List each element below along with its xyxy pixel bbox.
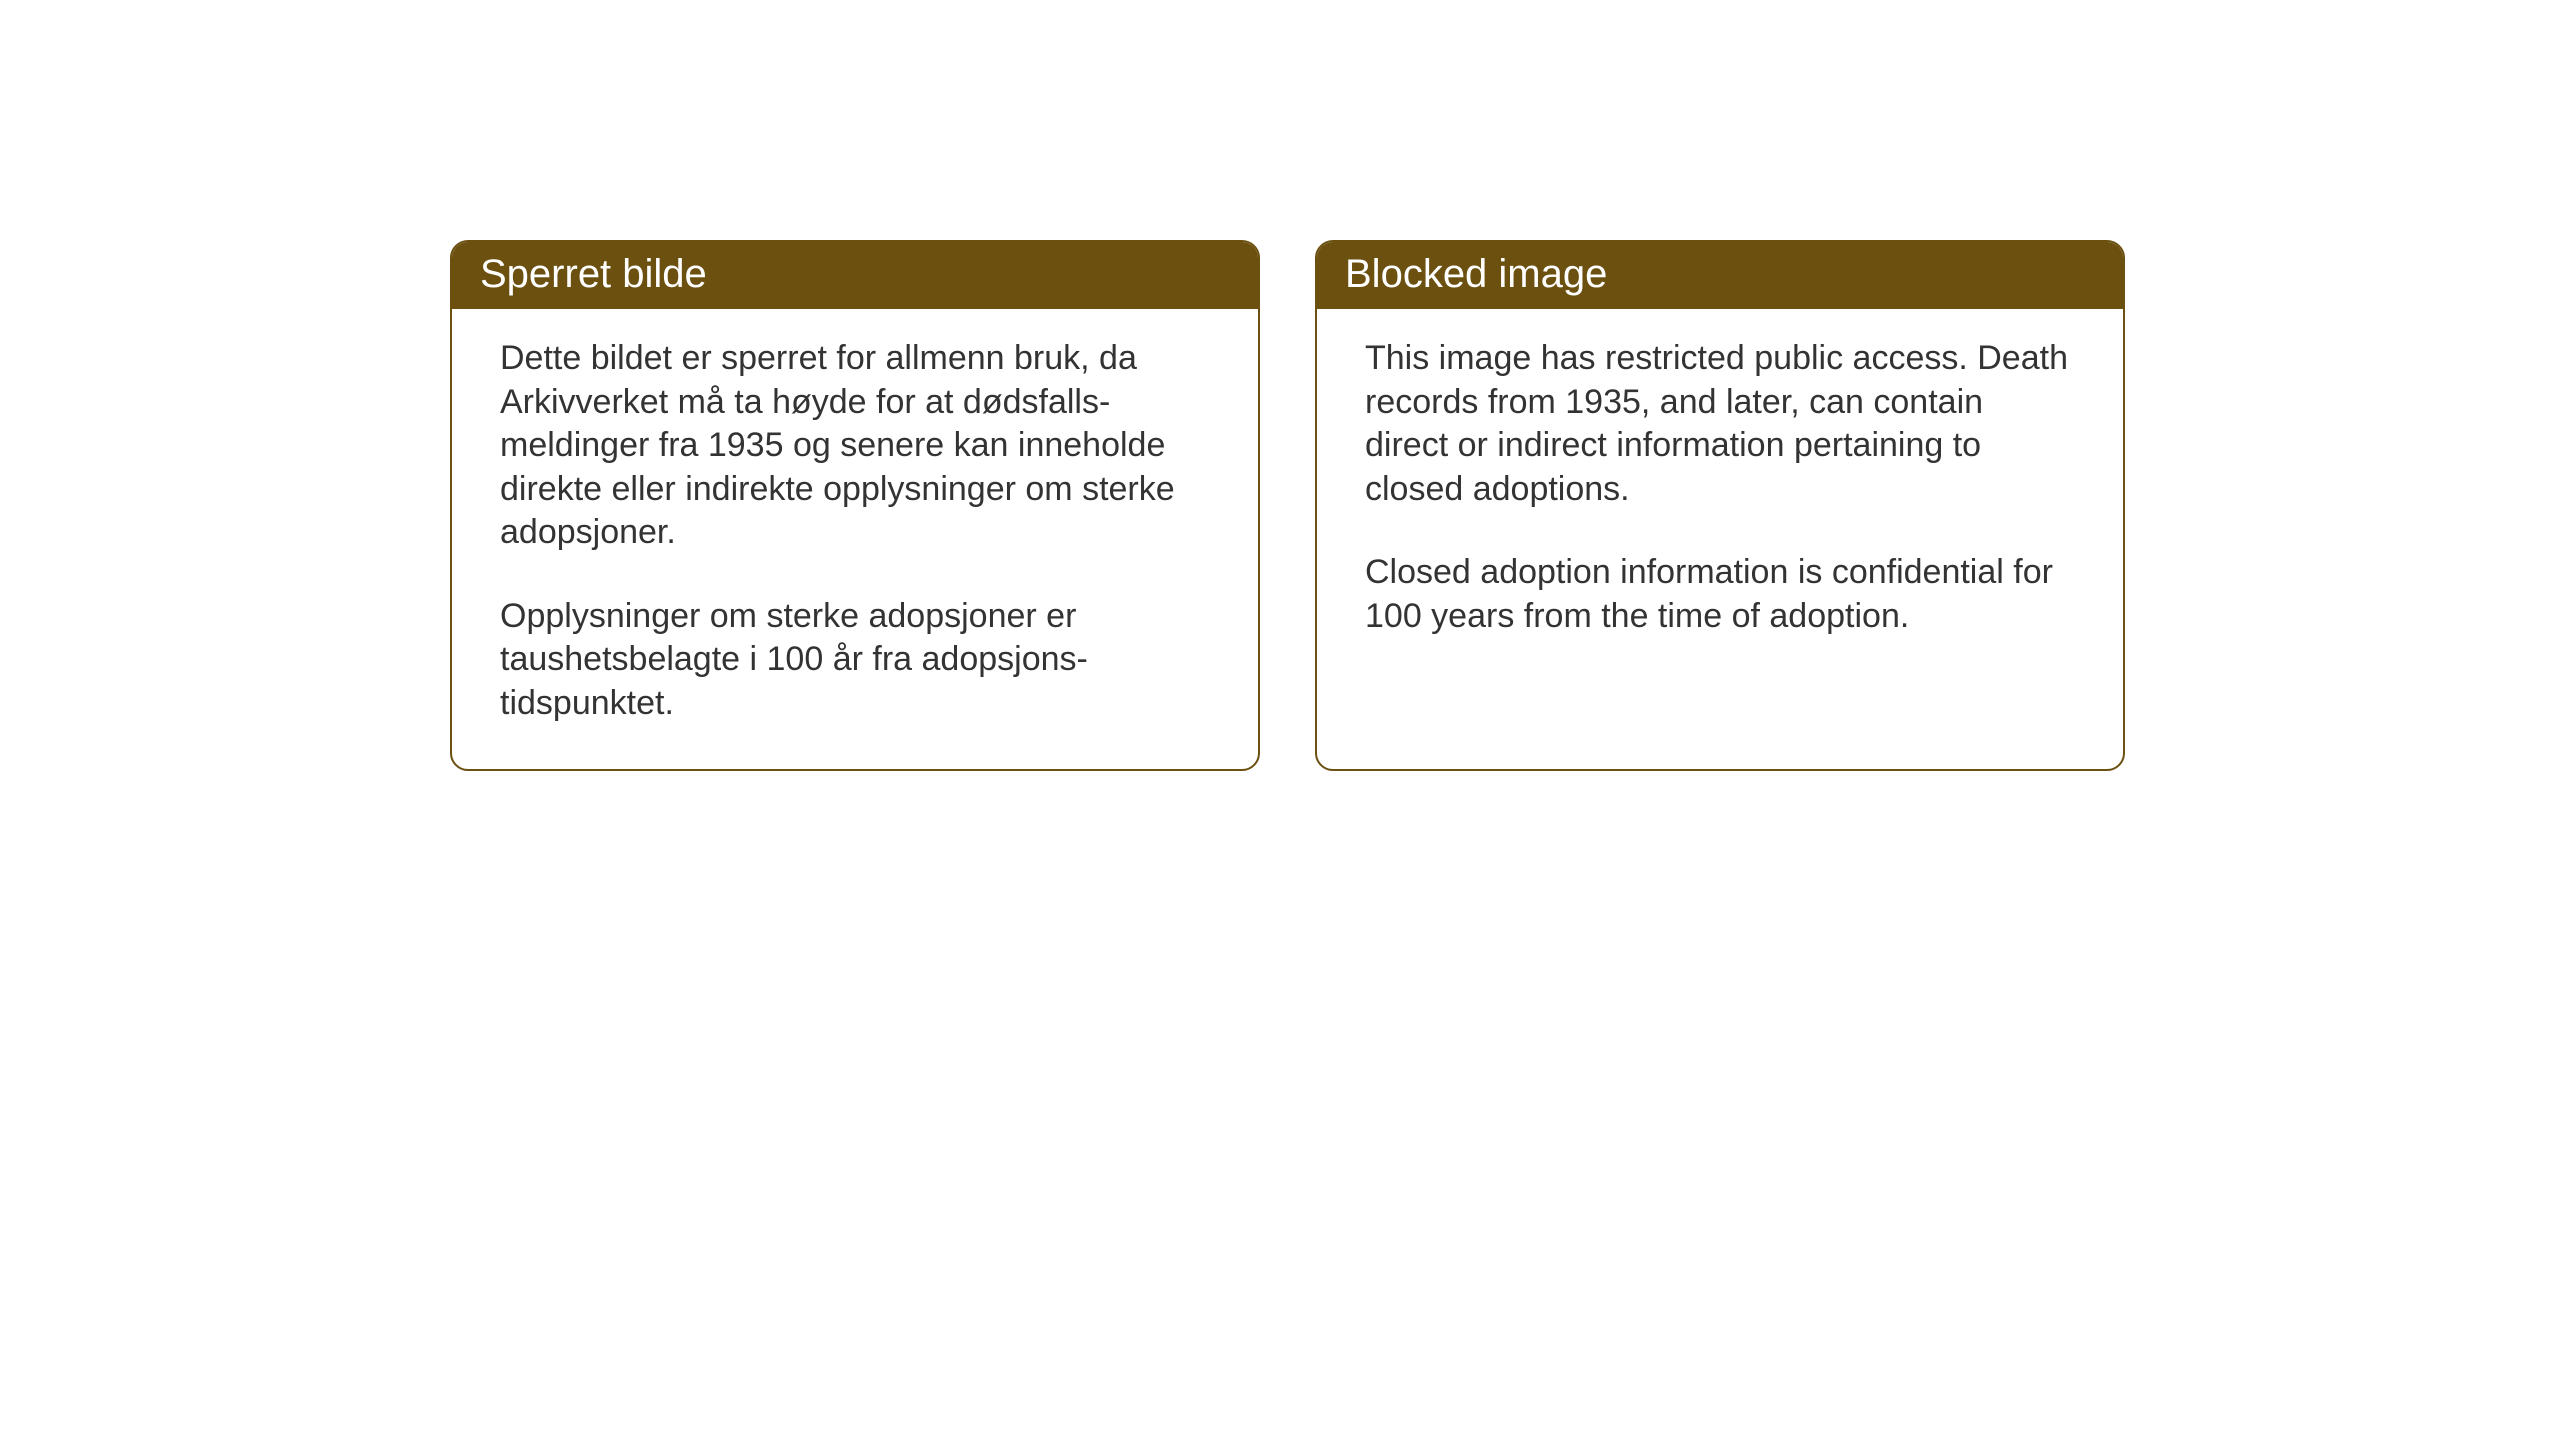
card-title: Sperret bilde — [480, 252, 707, 296]
notice-card-english: Blocked image This image has restricted … — [1315, 240, 2125, 771]
card-body-english: This image has restricted public access.… — [1317, 309, 2123, 682]
paragraph-text: This image has restricted public access.… — [1365, 337, 2075, 511]
paragraph-text: Dette bildet er sperret for allmenn bruk… — [500, 337, 1210, 555]
card-body-norwegian: Dette bildet er sperret for allmenn bruk… — [452, 309, 1258, 769]
card-title: Blocked image — [1345, 252, 1607, 296]
paragraph-text: Closed adoption information is confident… — [1365, 551, 2075, 638]
paragraph-text: Opplysninger om sterke adopsjoner er tau… — [500, 595, 1210, 726]
notice-card-norwegian: Sperret bilde Dette bildet er sperret fo… — [450, 240, 1260, 771]
card-header-english: Blocked image — [1317, 242, 2123, 309]
card-header-norwegian: Sperret bilde — [452, 242, 1258, 309]
notice-container: Sperret bilde Dette bildet er sperret fo… — [450, 240, 2125, 771]
